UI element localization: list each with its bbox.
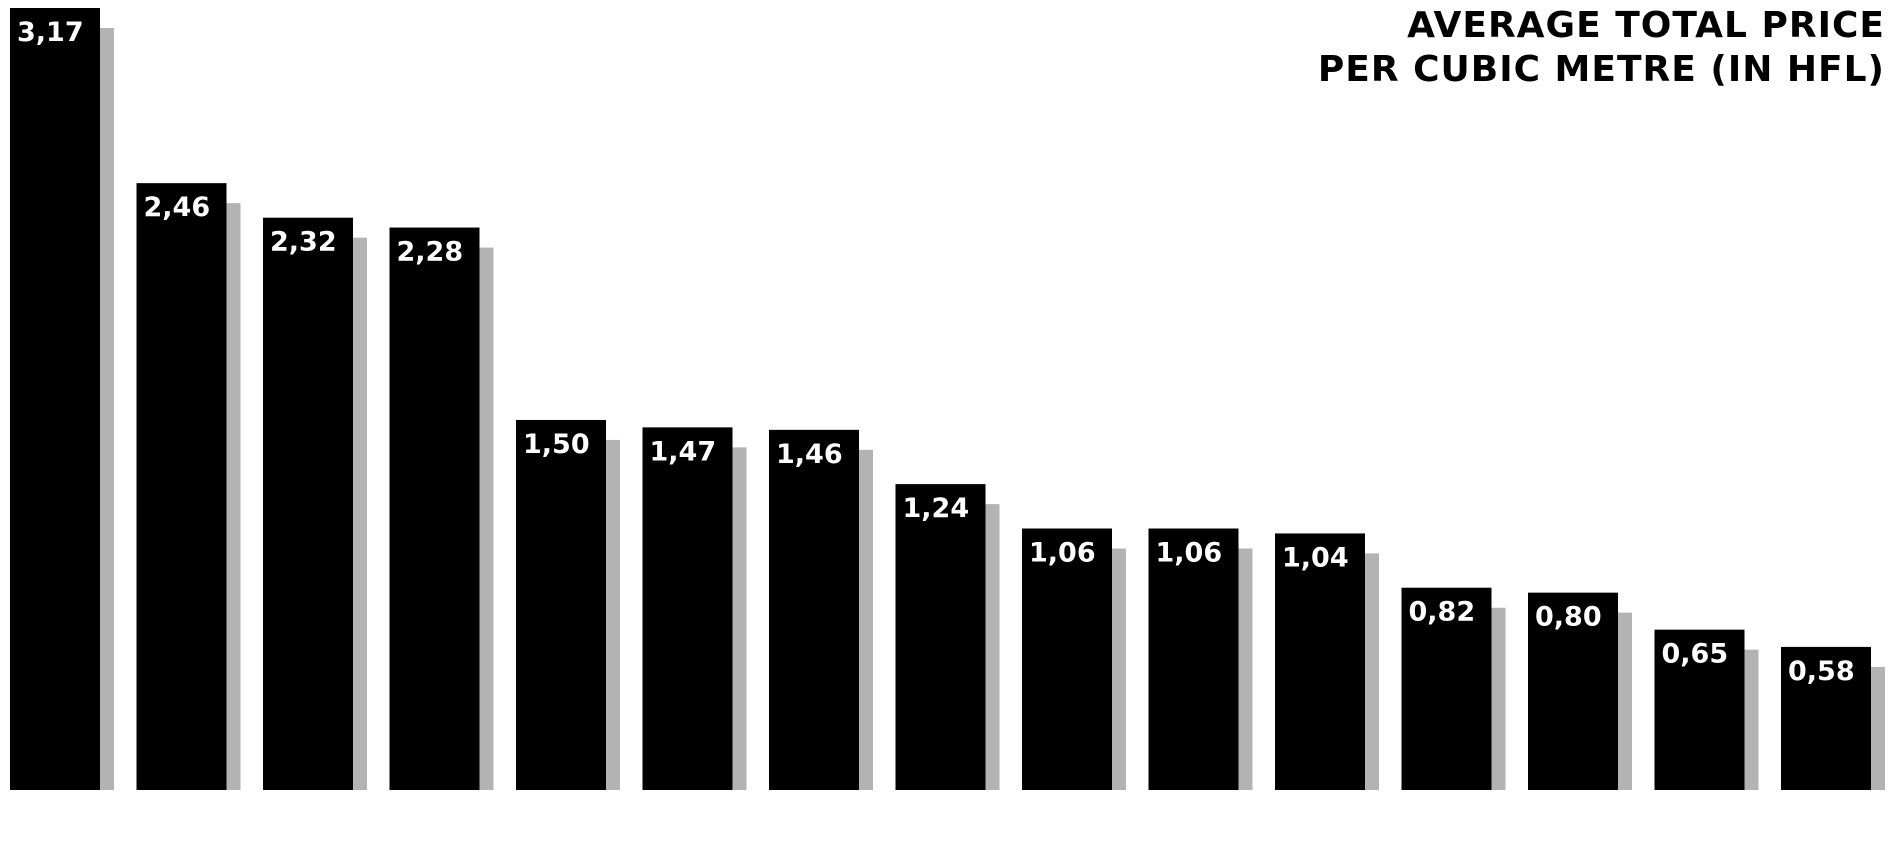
bars-layer: 3,17 2,46 2,32 2,28 1,50 1,47 1,46 1,24 1,06 1,06… [10, 8, 1885, 791]
bar-value-label: 0,65 [1662, 639, 1729, 670]
bar [895, 484, 986, 790]
chart-title-line-1: AVERAGE TOTAL PRICE [1407, 5, 1885, 46]
bar-shadow [1871, 666, 1885, 790]
bar [769, 429, 859, 790]
bar-value-label: 1,06 [1156, 538, 1223, 569]
bar-shadow [1491, 607, 1506, 790]
bar-value-label: 1,24 [903, 493, 970, 524]
bar-value-label: 1,47 [650, 436, 717, 467]
bar-shadow [606, 439, 620, 790]
bar-shadow [859, 449, 873, 790]
bar [1022, 528, 1112, 790]
bar [263, 217, 353, 790]
bar [389, 227, 480, 790]
bar [642, 427, 733, 790]
bar [1148, 528, 1239, 790]
bar [10, 8, 100, 790]
bar-shadow [226, 203, 241, 791]
bar-shadow [1112, 548, 1126, 790]
bar [1275, 533, 1365, 790]
bar-shadow [1744, 649, 1759, 790]
bar-value-label: 0,80 [1535, 602, 1602, 633]
bar-value-label: 1,04 [1282, 542, 1349, 573]
bar [1781, 646, 1871, 790]
bar-shadow [1238, 548, 1253, 790]
bar-value-label: 2,46 [144, 192, 211, 223]
bar-value-label: 1,06 [1029, 538, 1096, 569]
bar-value-label: 1,46 [776, 439, 843, 470]
bar-shadow [985, 504, 1000, 790]
bar-shadow [1365, 553, 1379, 790]
bar-shadow [732, 447, 747, 790]
bar-shadow [479, 247, 494, 790]
bar-value-label: 1,50 [523, 429, 590, 460]
bar [1528, 592, 1618, 790]
bar-value-label: 2,28 [397, 237, 464, 268]
bar-value-label: 3,17 [17, 17, 84, 48]
chart-title-line-2: PER CUBIC METRE (IN HFL) [1317, 49, 1885, 90]
bar [1401, 587, 1492, 790]
bar-shadow [353, 237, 367, 790]
bar-value-label: 0,58 [1788, 656, 1855, 687]
bar-value-label: 0,82 [1409, 597, 1476, 628]
bar-shadow [1618, 612, 1632, 790]
bar-shadow [100, 28, 114, 790]
bar [136, 183, 227, 791]
chart-title: AVERAGE TOTAL PRICE PER CUBIC METRE (IN … [1318, 4, 1885, 92]
bar-value-label: 2,32 [270, 227, 337, 258]
bar [1654, 629, 1745, 790]
bar [516, 419, 606, 790]
